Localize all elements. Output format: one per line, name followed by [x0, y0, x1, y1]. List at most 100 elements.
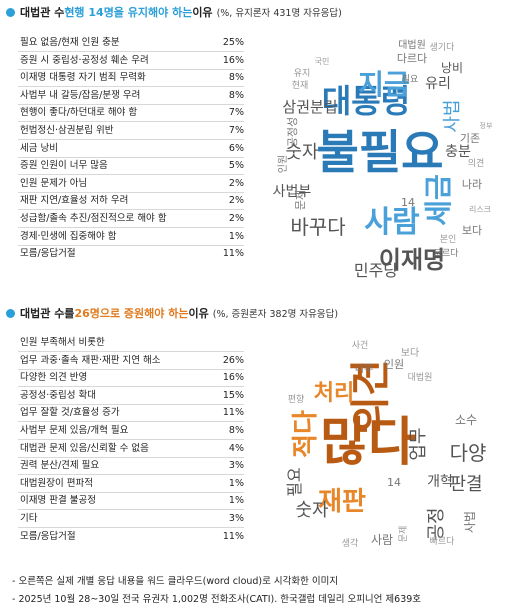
cloud-word: 불필요	[317, 125, 444, 179]
bullet-icon	[6, 308, 15, 318]
heading-highlight: 26명으로 증원해야 하는	[74, 307, 189, 320]
row-label: 기타	[20, 513, 38, 524]
cloud-word: 14	[387, 476, 401, 489]
cloud-word: 정부	[480, 121, 493, 130]
cloud-word: 기존	[460, 132, 480, 145]
cloud-word: 본인	[440, 234, 457, 245]
row-value: 16%	[222, 54, 244, 66]
cloud-word: 숫자	[295, 500, 329, 521]
heading-prefix: 대법관 수	[20, 6, 65, 19]
row-value: 8%	[228, 425, 244, 436]
row-value: 7%	[228, 125, 244, 136]
footer-note-1: - 오른쪽은 실제 개별 응답 내용을 워드 클라우드(word cloud)로…	[12, 576, 339, 587]
row-label: 세금 낭비	[20, 142, 58, 154]
cloud-word: 생기다	[430, 42, 456, 53]
cloud-word: 처리	[314, 381, 354, 406]
row-value: 1%	[228, 230, 244, 242]
row-label: 재판 지연/효율성 저하 우려	[20, 195, 129, 207]
row-value: 7%	[228, 107, 244, 119]
table-row: 업무 과중·졸속 재판·재판 지연 해소 26%	[18, 352, 244, 370]
table-row: 대법원장이 편파적 1%	[18, 475, 244, 493]
cloud-word: 편향	[288, 393, 305, 405]
section-keep: 대법관 수 현행 14명을 유지해야 하는 이유 (%, 유지론자 431명 자…	[0, 0, 506, 290]
table-row: 인원 부족해서 비롯한	[18, 334, 244, 352]
cloud-word: 현재	[292, 80, 309, 91]
row-value: 2%	[228, 195, 244, 207]
table-row: 업무 잘할 것/효율성 증가 11%	[18, 404, 244, 423]
row-value: 3%	[228, 513, 244, 524]
cloud-word: 필요	[285, 467, 304, 496]
row-label: 사법부 내 갈등/잡음/분쟁 우려	[20, 89, 141, 101]
cloud-word: 모르다	[434, 248, 460, 259]
row-label: 인원 문제가 아님	[20, 177, 88, 189]
table-row: 이재명 판결 불공정 1%	[18, 492, 244, 511]
row-label: 성급함/졸속 추진/점진적으로 해야 함	[20, 213, 167, 224]
table-row: 사법부 내 갈등/잡음/분쟁 우려 8%	[18, 87, 244, 105]
cloud-word: 국민	[315, 56, 330, 66]
row-value: 1%	[228, 477, 244, 489]
cloud-word: 세금	[422, 174, 455, 226]
row-label: 증원 시 중립성·공정성 훼손 우려	[20, 54, 149, 66]
row-value: 2%	[228, 177, 244, 189]
heading-note: (%, 유지론자 431명 자유응답)	[216, 8, 342, 19]
table-row: 세금 낭비 6%	[18, 140, 244, 158]
cloud-word: 삼권분립	[282, 98, 337, 116]
heading-note: (%, 증원론자 382명 자유응답)	[212, 309, 339, 320]
cloud-word: 문제	[398, 526, 409, 543]
cloud-word: 사법부	[273, 184, 312, 200]
row-label: 증원 인원이 너무 많음	[20, 160, 108, 172]
table-row: 재판 지연/효율성 저하 우려 2%	[18, 192, 244, 211]
cloud-word: 빠르다	[430, 536, 456, 547]
table-row: 다양한 의견 반영 16%	[18, 369, 244, 388]
heading-increase: 대법관 수를 26명으로 증원해야 하는 이유 (%, 증원론자 382명 자유…	[6, 304, 338, 322]
cloud-word: 지금	[358, 68, 410, 101]
cloud-word: 공정성	[286, 117, 299, 147]
table-row: 기타 3%	[18, 510, 244, 528]
row-label: 다양한 의견 반영	[20, 372, 88, 384]
cloud-word: 의견	[468, 157, 485, 169]
row-value: 26%	[222, 354, 244, 366]
row-label: 이재명 판결 불공정	[20, 495, 96, 507]
cloud-word: 다르다	[397, 52, 427, 65]
cloud-word: 대법원	[408, 372, 433, 383]
heading-suffix: 이유	[192, 6, 213, 19]
section-increase: 대법관 수를 26명으로 증원해야 하는 이유 (%, 증원론자 382명 자유…	[0, 298, 506, 568]
row-label: 업무 과중·졸속 재판·재판 지연 해소	[20, 354, 161, 366]
row-label: 모름/응답거절	[20, 248, 76, 260]
cloud-word: 많다	[320, 413, 416, 473]
row-label: 대법원장이 편파적	[20, 477, 93, 489]
table-row: 사법부 문제 있음/개혁 필요 8%	[18, 422, 244, 440]
row-value: 15%	[222, 389, 244, 401]
cloud-word: 생각	[342, 537, 359, 549]
cloud-word: 보다	[401, 347, 419, 359]
table-row: 경제·민생에 집중해야 함 1%	[18, 228, 244, 246]
cloud-word: 다양	[450, 441, 487, 465]
heading-keep: 대법관 수 현행 14명을 유지해야 하는 이유 (%, 유지론자 431명 자…	[6, 3, 342, 21]
table-row: 인원 문제가 아님 2%	[18, 175, 244, 193]
table-row: 증원 인원이 너무 많음 5%	[18, 157, 244, 176]
row-value: 6%	[228, 142, 244, 154]
row-value: 11%	[222, 530, 244, 542]
cloud-word: 유리	[425, 76, 451, 92]
table-row: 필요 없음/현재 인원 충분 25%	[18, 34, 244, 52]
cloud-word: 사람	[371, 533, 393, 547]
heading-highlight: 현행 14명을 유지해야 하는	[64, 6, 193, 19]
cloud-word: 개혁	[427, 474, 453, 490]
cloud-word: 사법	[442, 99, 463, 132]
cloud-word: 낭비	[441, 61, 463, 75]
row-label: 필요 없음/현재 인원 충분	[20, 37, 120, 48]
cloud-word: 숫자	[285, 142, 319, 163]
cloud-word: 재판	[318, 487, 366, 517]
cloud-word: 이재명	[379, 246, 445, 274]
row-value: 8%	[228, 89, 244, 101]
cloud-word: 필요	[402, 73, 419, 85]
row-value: 5%	[228, 160, 244, 172]
table-row: 모름/응답거절 11%	[18, 528, 244, 545]
row-label: 경제·민생에 집중해야 함	[20, 230, 117, 242]
row-label: 사법부 문제 있음/개혁 필요	[20, 425, 129, 436]
row-label: 모름/응답거절	[20, 530, 76, 542]
row-label: 인원 부족해서 비롯한	[20, 337, 105, 348]
cloud-word: 사법	[463, 511, 477, 533]
cloud-word: 사람	[364, 205, 420, 240]
